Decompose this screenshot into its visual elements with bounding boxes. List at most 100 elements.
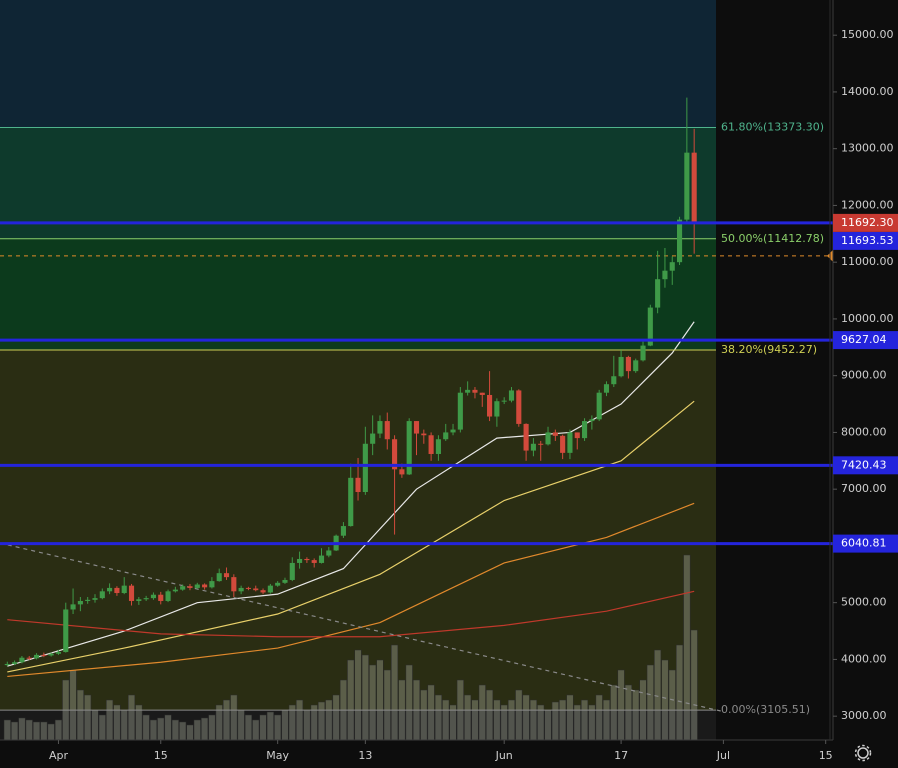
volume-bar	[683, 554, 691, 741]
candle-body	[209, 581, 215, 588]
candle-body	[326, 550, 332, 556]
candle-body	[662, 270, 668, 280]
fib-label: 61.80%(13373.30)	[721, 120, 824, 133]
candle-body	[99, 591, 105, 599]
candle-body	[516, 390, 522, 424]
volume-bar	[581, 699, 589, 741]
volume-bar	[186, 724, 194, 741]
volume-bar	[164, 714, 172, 741]
volume-bar	[193, 719, 201, 741]
candle-body	[48, 653, 54, 656]
volume-bar	[434, 694, 442, 741]
price-axis	[833, 0, 898, 768]
last-price-label: 11692.30	[841, 216, 894, 229]
volume-bar	[18, 717, 26, 741]
volume-bar	[230, 694, 238, 741]
volume-bar	[91, 709, 99, 741]
volume-bar	[222, 699, 231, 741]
volume-bar	[668, 669, 676, 741]
candle-body	[676, 219, 683, 263]
candle-body	[260, 590, 266, 593]
candle-body	[465, 389, 471, 393]
candle-body	[684, 152, 690, 220]
y-tick-label: 3000.00	[841, 709, 887, 722]
trend-line	[0, 542, 724, 713]
candle-body	[55, 652, 62, 654]
candle-body	[450, 429, 456, 433]
moving-average	[7, 502, 695, 678]
candle-body	[435, 439, 441, 454]
candle-body	[41, 654, 47, 656]
candle-body	[63, 609, 69, 653]
volume-bar	[471, 699, 479, 741]
volume-bar	[676, 644, 684, 741]
candle-body	[508, 390, 515, 401]
candle-body	[33, 654, 40, 659]
volume-bar	[98, 714, 106, 741]
volume-bar	[369, 664, 377, 741]
candle-body	[194, 584, 200, 588]
volume-bar	[47, 723, 55, 741]
candle-body	[282, 579, 288, 583]
volume-bar	[522, 694, 530, 741]
candle-body	[362, 443, 368, 493]
candle-body	[143, 598, 149, 600]
volume-bar	[40, 721, 48, 741]
volume-bar	[237, 709, 245, 741]
candle-body	[92, 598, 98, 600]
volume-bar	[201, 717, 209, 741]
volume-bar	[106, 699, 114, 741]
fib-label: 50.00%(11412.78)	[721, 232, 824, 245]
x-tick-label: Jul	[716, 749, 730, 762]
volume-bar	[646, 664, 654, 741]
volume-bar	[179, 721, 187, 741]
volume-bar	[325, 699, 333, 741]
volume-bar	[149, 719, 157, 741]
volume-bar	[84, 694, 92, 741]
candle-body	[545, 432, 551, 445]
volume-bar	[171, 719, 179, 741]
x-tick-label: 17	[614, 749, 628, 762]
candle-body	[289, 562, 295, 580]
candle-body	[655, 279, 661, 308]
volume-bar	[361, 654, 369, 741]
volume-bar	[332, 694, 340, 741]
volume-bar	[478, 684, 486, 741]
candle-body	[136, 599, 142, 601]
candle-body	[640, 345, 646, 361]
candle-body	[202, 584, 208, 588]
candle-body	[12, 662, 18, 664]
candle-body	[530, 443, 536, 451]
candle-body	[494, 401, 500, 417]
last-price-label-box	[833, 213, 898, 232]
volume-bar	[464, 694, 472, 741]
volume-bar	[303, 709, 311, 741]
volume-bar	[493, 699, 501, 741]
x-tick-label: 15	[819, 749, 833, 762]
candle-body	[150, 594, 157, 599]
volume-bar	[32, 721, 41, 741]
candle-body	[589, 419, 595, 422]
fib-label: 0.00%(3105.51)	[721, 703, 810, 716]
volume-bar	[296, 699, 304, 741]
x-tick-label: May	[266, 749, 289, 762]
volume-bar	[529, 699, 537, 741]
candle-body	[406, 421, 412, 475]
candle-body	[552, 432, 558, 436]
candle-body	[348, 477, 354, 527]
volume-bar	[602, 699, 611, 741]
volume-bar	[383, 669, 391, 741]
volume-bar	[25, 719, 33, 741]
settings-gear	[857, 747, 869, 759]
y-tick-label: 10000.00	[841, 312, 894, 325]
settings-button[interactable]	[854, 744, 872, 762]
volume-bar	[617, 669, 625, 741]
level-label-box	[833, 231, 898, 250]
level-label-box	[833, 331, 898, 350]
volume-bar	[127, 694, 136, 741]
level-label: 9627.04	[841, 333, 887, 346]
candle-body	[85, 599, 91, 601]
volume-bar	[551, 701, 559, 741]
